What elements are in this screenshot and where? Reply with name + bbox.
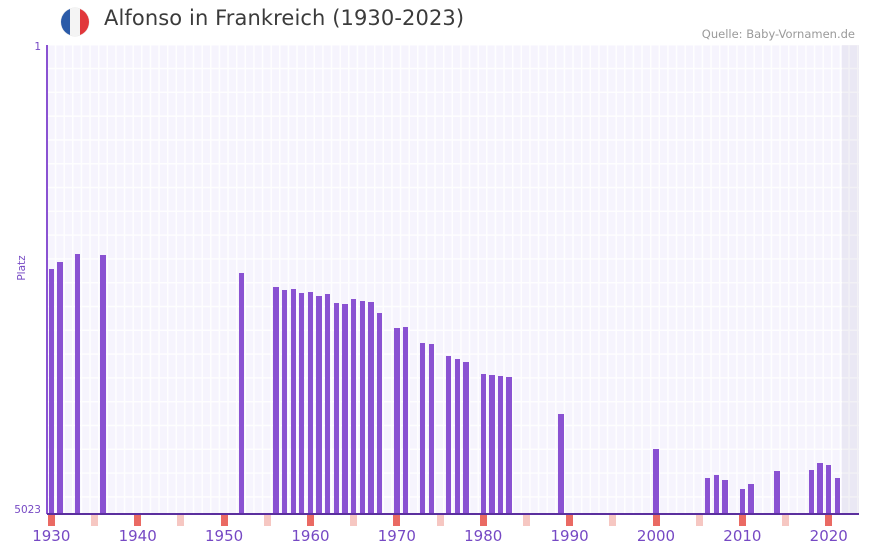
x-tick-1990	[566, 515, 574, 526]
page-title: Alfonso in Frankreich (1930-2023)	[104, 6, 465, 30]
x-axis-label-2000: 2000	[636, 527, 676, 545]
bar-2006	[705, 478, 711, 514]
bar-1933	[74, 254, 80, 514]
bar-1959	[299, 293, 305, 514]
bar-2020	[826, 465, 832, 514]
bar-1980	[480, 373, 486, 514]
bar-1936	[100, 255, 106, 514]
y-axis-label: Platz	[16, 255, 28, 281]
y-axis-top-tick: 1	[34, 41, 41, 53]
bar-1961	[316, 296, 322, 514]
bar-1952	[238, 272, 245, 514]
bar-1976	[446, 355, 452, 514]
bar-2000	[653, 449, 659, 514]
bar-1956	[273, 286, 279, 514]
x-axis-tick-marks	[47, 515, 859, 526]
bar-1971	[402, 326, 409, 514]
bar-1968	[376, 312, 383, 514]
bar-1966	[359, 300, 365, 514]
x-tick-1930	[47, 515, 55, 526]
x-tick-1955	[263, 515, 271, 526]
x-axis-label-1970: 1970	[377, 527, 416, 545]
bar-1989	[558, 413, 564, 514]
bar-2021	[834, 478, 841, 514]
bar-1960	[307, 292, 314, 514]
bar-2019	[817, 463, 823, 514]
x-axis-label-2010: 2010	[723, 527, 762, 545]
x-axis-label-1930: 1930	[32, 527, 71, 545]
x-tick-1975	[436, 515, 444, 526]
bar-1967	[368, 301, 374, 514]
bar-2014	[774, 470, 780, 514]
x-tick-2015	[782, 515, 790, 526]
grid-lines	[47, 45, 859, 514]
y-axis-line	[46, 45, 48, 514]
bar-1981	[489, 374, 495, 514]
x-tick-1970	[393, 515, 401, 526]
x-axis-label-1960: 1960	[291, 527, 330, 545]
bar-1965	[350, 298, 357, 514]
bar-1983	[506, 377, 512, 514]
flag-france-icon	[61, 8, 89, 36]
chart-header: Alfonso in Frankreich (1930-2023) Quelle…	[0, 0, 873, 44]
bar-1973	[420, 342, 426, 514]
bar-2010	[739, 488, 746, 514]
x-axis-label-1990: 1990	[550, 527, 589, 545]
bar-series	[47, 45, 859, 514]
bar-1982	[497, 375, 504, 514]
x-tick-1995	[609, 515, 617, 526]
source-attribution: Quelle: Baby-Vornamen.de	[701, 27, 855, 41]
x-axis-line	[47, 513, 859, 515]
bar-1930	[48, 269, 54, 514]
x-tick-1960	[306, 515, 314, 526]
future-region-shade	[841, 45, 859, 514]
x-tick-2005	[695, 515, 703, 526]
x-tick-1980	[479, 515, 487, 526]
bar-1958	[290, 288, 296, 514]
x-axis-label-1950: 1950	[204, 527, 244, 545]
bar-1970	[394, 327, 400, 514]
x-tick-2000	[652, 515, 660, 526]
bar-1964	[342, 303, 348, 514]
x-axis-label-1980: 1980	[464, 527, 503, 545]
bar-2007	[713, 475, 720, 514]
bar-1962	[325, 294, 331, 514]
bar-2011	[748, 483, 754, 514]
bar-1957	[281, 289, 288, 514]
x-tick-1985	[522, 515, 530, 526]
bar-1963	[333, 302, 340, 514]
x-tick-1950	[220, 515, 228, 526]
x-axis-label-1940: 1940	[118, 527, 157, 545]
x-tick-2010	[738, 515, 746, 526]
bar-1978	[463, 362, 469, 514]
bar-1931	[57, 261, 63, 514]
plot-area	[47, 45, 859, 514]
x-axis-labels: 1930 1940 1950 1960 1970 1980 1990 2000 2010 2020	[0, 527, 873, 549]
x-tick-1945	[177, 515, 185, 526]
bar-1974	[428, 343, 435, 514]
y-axis-bottom-tick: 5023	[14, 504, 41, 516]
x-tick-2020	[825, 515, 833, 526]
x-tick-1940	[134, 515, 142, 526]
bar-2008	[722, 480, 728, 514]
bar-1977	[454, 358, 460, 514]
x-tick-1965	[350, 515, 358, 526]
x-axis-label-2020: 2020	[809, 527, 848, 545]
x-tick-1935	[91, 515, 98, 526]
bar-2018	[808, 469, 815, 514]
